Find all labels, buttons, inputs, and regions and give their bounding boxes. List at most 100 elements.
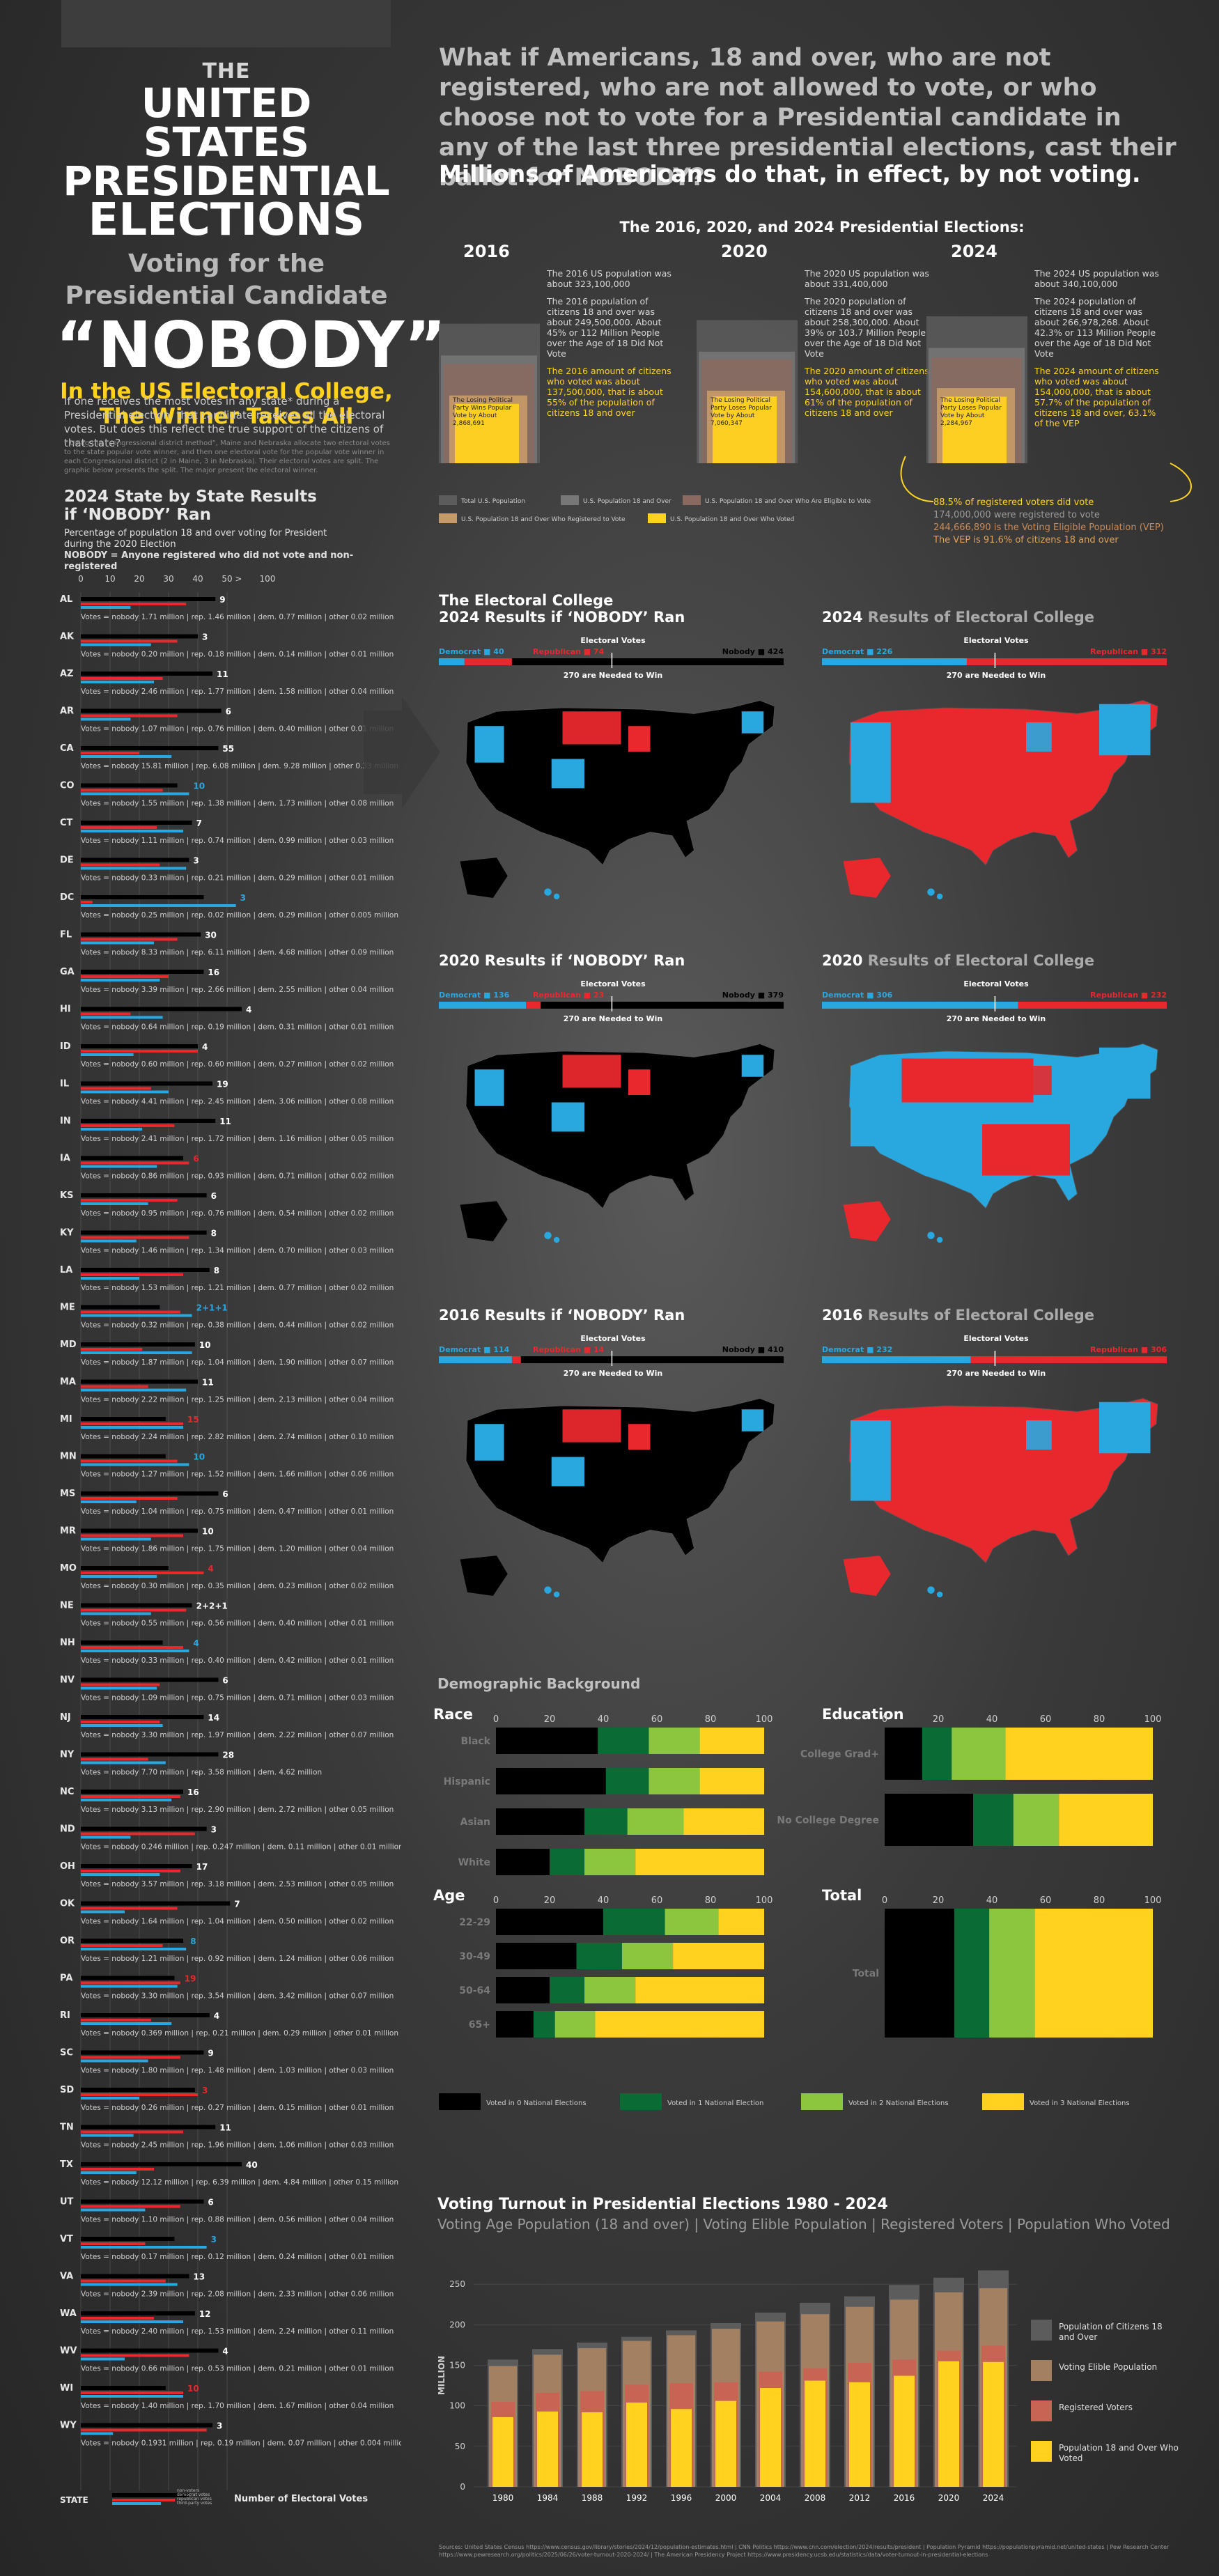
state-votes-line: Votes = nobody 1.46 million | rep. 1.34 … xyxy=(81,1247,394,1255)
state-label: MS xyxy=(60,1489,75,1499)
state-votes-line: Votes = nobody 15.81 million | rep. 6.08… xyxy=(81,762,398,770)
state-votes-line: Votes = nobody 3.13 million | rep. 2.90 … xyxy=(81,1806,394,1814)
electoral-votes-label: 8 xyxy=(211,1229,217,1239)
state-votes-line: Votes = nobody 1.09 million | rep. 0.75 … xyxy=(81,1694,394,1702)
state-region-dem xyxy=(741,711,764,734)
rep-bar xyxy=(81,2354,189,2357)
rep-bar xyxy=(81,2279,166,2283)
ev-bar-nobody xyxy=(541,1002,784,1009)
nobody-bar xyxy=(81,1864,192,1868)
x-tick-label: 10 xyxy=(104,574,115,584)
state-votes-line: Votes = nobody 1.07 million | rep. 0.76 … xyxy=(81,725,394,734)
state-label: IN xyxy=(60,1116,71,1126)
alaska-shape xyxy=(460,1201,508,1241)
state-region-dem xyxy=(851,1066,891,1147)
rep-label: Republican ■ 312 xyxy=(1090,647,1167,656)
demographics-chart: Race 0 20 40 60 80 100 Black Hispanic Asian White E… xyxy=(433,1706,1161,2110)
state-label: WI xyxy=(60,2383,73,2393)
year-label: 2024 xyxy=(951,242,997,261)
rep-bar xyxy=(81,1385,148,1388)
title-nobody: “NOBODY” xyxy=(56,308,447,382)
state-label: NE xyxy=(60,1601,74,1611)
turnout-bar-3 xyxy=(537,2411,558,2487)
legend-swatch xyxy=(982,2093,1024,2110)
rep-bar xyxy=(81,1050,198,1053)
hawaii-shape xyxy=(544,888,552,896)
state-label: MO xyxy=(60,1563,77,1574)
dem-bar xyxy=(81,1128,143,1131)
footer-legend-text: democrat votes xyxy=(177,2492,210,2497)
state-label: OR xyxy=(60,1936,75,1946)
rep-bar xyxy=(81,1608,187,1612)
rep-bar xyxy=(81,1534,183,1537)
state-results-heading: 2024 State by State Results if ‘NOBODY’ … xyxy=(64,488,317,524)
nobody-bar xyxy=(81,1342,195,1347)
state-region-rep xyxy=(901,1058,1034,1103)
state-region-dem xyxy=(474,726,504,763)
us-map xyxy=(843,1398,1158,1598)
rep-bar xyxy=(81,1721,160,1723)
section-title: Race xyxy=(433,1706,473,1723)
dem-bar xyxy=(81,1388,187,1392)
demo-bar-seg xyxy=(554,2011,596,2038)
state-results-description: Percentage of population 18 and over vot… xyxy=(64,528,398,573)
state-votes-line: Votes = nobody 1.11 million | rep. 0.74 … xyxy=(81,837,394,845)
electoral-votes-label: 4 xyxy=(222,2347,228,2357)
nobody-bar xyxy=(81,1640,163,1645)
map-panel-5: 2016 Results of Electoral College Elector… xyxy=(822,1308,1167,1598)
demo-bar-seg xyxy=(649,1728,700,1754)
dem-bar xyxy=(81,717,131,721)
tick-label: 0 xyxy=(882,1895,887,1906)
electoral-votes-label: 8 xyxy=(190,1937,196,1946)
electoral-votes-label: 7 xyxy=(196,818,202,828)
state-label: CO xyxy=(60,781,75,791)
win-label: 270 are Needed to Win xyxy=(564,1014,662,1023)
legend-swatch xyxy=(683,495,701,505)
dem-bar xyxy=(81,1910,125,1914)
demo-bar-seg xyxy=(1005,1728,1153,1780)
electoral-votes-label: 11 xyxy=(219,1117,231,1126)
state-label: AK xyxy=(60,632,75,642)
callout-text: 174,000,000 were registered to vote xyxy=(933,510,1100,520)
nobody-bar xyxy=(81,821,192,825)
ev-bar-rep xyxy=(966,658,1167,665)
state-label: IL xyxy=(60,1079,69,1089)
turnout-bar-3 xyxy=(715,2400,736,2487)
state-label: TX xyxy=(60,2159,73,2170)
demo-bar-seg xyxy=(496,1849,550,1875)
nobody-bar xyxy=(81,895,204,899)
state-region-rep xyxy=(982,1124,1070,1176)
tick-label: 20 xyxy=(544,1714,556,1725)
legend-swatch xyxy=(439,495,457,505)
dem-bar xyxy=(81,1016,163,1019)
legend-text: U.S. Population 18 and Over Who Are Elig… xyxy=(705,498,871,505)
dem-bar xyxy=(81,830,183,832)
nobody-label: Nobody ■ 410 xyxy=(722,1345,784,1354)
state-label: CT xyxy=(60,818,73,828)
dem-bar xyxy=(81,2208,146,2212)
demo-bar-seg xyxy=(496,1943,577,1969)
nobody-bar xyxy=(81,1677,219,1682)
electoral-votes-label: 6 xyxy=(222,1489,228,1499)
dem-label: Democrat ■ 136 xyxy=(439,991,510,1000)
nobody-bar xyxy=(81,2237,175,2241)
us-map-shape xyxy=(465,700,775,866)
state-region-rep xyxy=(628,1424,651,1450)
tick-label: 60 xyxy=(1040,1714,1052,1725)
state-region-rep xyxy=(901,715,1034,759)
electoral-votes-label: 10 xyxy=(193,782,205,791)
state-label: WV xyxy=(60,2346,77,2357)
row-label: Black xyxy=(460,1736,490,1747)
dem-bar xyxy=(81,2283,178,2286)
state-votes-line: Votes = nobody 1.64 million | rep. 1.04 … xyxy=(81,1918,394,1926)
tick-label: 0 xyxy=(493,1714,499,1725)
x-tick-label: 1992 xyxy=(626,2493,648,2503)
electoral-votes-label: 14 xyxy=(208,1713,219,1723)
state-label: CA xyxy=(60,743,74,754)
rep-bar xyxy=(81,752,139,754)
state-votes-line: Votes = nobody 12.12 million | rep. 6.39… xyxy=(81,2178,398,2187)
legend-text: Population of Citizens 18 xyxy=(1059,2322,1163,2331)
x-tick-label: 100 xyxy=(260,574,276,584)
state-votes-line: Votes = nobody 1.55 million | rep. 1.38 … xyxy=(81,800,394,808)
state-label: VA xyxy=(60,2272,73,2282)
